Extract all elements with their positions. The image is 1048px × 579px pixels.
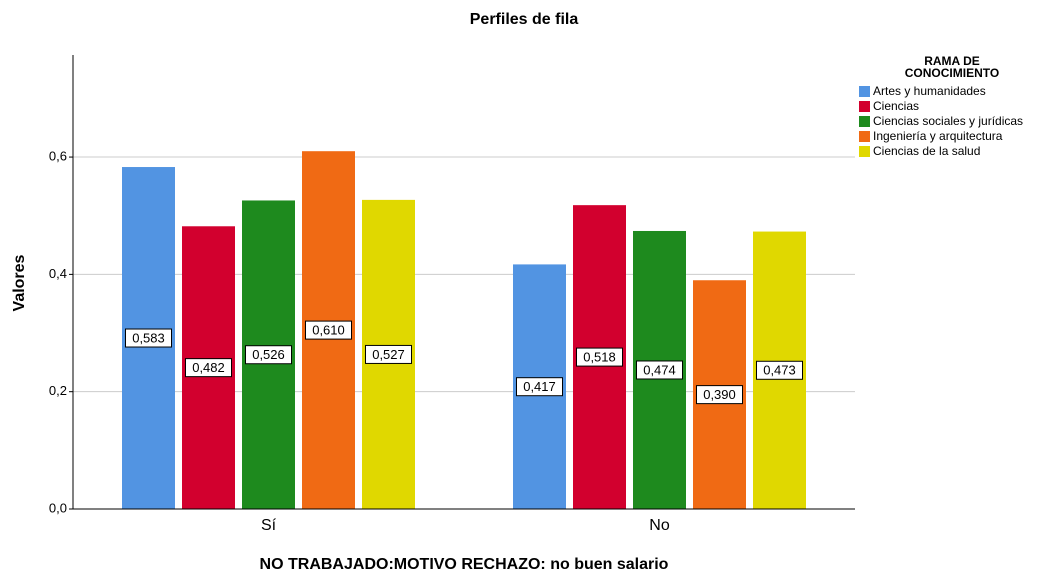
value-label-box [756,360,803,380]
value-label-box [185,358,232,378]
value-label: 0,473 [763,363,796,378]
value-label-box [305,320,352,340]
value-label: 0,518 [583,350,616,365]
legend-swatch [859,86,870,97]
legend-label: Ingeniería y arquitectura [873,129,1003,143]
x-tick-label: Sí [261,517,277,534]
legend-swatch [859,116,870,127]
value-label-box [125,328,172,348]
value-label-box [365,344,412,364]
legend-title: RAMA DE [924,54,980,68]
x-tick-label: No [649,517,670,534]
value-label-box [696,385,743,405]
y-axis-title: Valores [11,254,28,311]
y-tick-label: 0,0 [49,500,67,515]
value-label-box [576,347,623,367]
legend-swatch [859,101,870,112]
value-label-box [636,360,683,380]
value-label: 0,390 [703,387,736,402]
value-label: 0,610 [312,323,345,338]
legend-swatch [859,146,870,157]
legend-label: Artes y humanidades [873,84,986,98]
value-label: 0,527 [372,347,405,362]
y-tick-label: 0,6 [49,148,67,163]
legend-swatch [859,131,870,142]
value-label: 0,526 [252,347,285,362]
legend-label: Ciencias sociales y jurídicas [873,114,1023,128]
y-tick-label: 0,4 [49,266,67,281]
legend-label: Ciencias [873,99,919,113]
value-label: 0,474 [643,362,676,377]
value-label-box [245,345,292,365]
value-label-box [516,377,563,397]
value-label: 0,583 [132,330,165,345]
value-label: 0,482 [192,360,225,375]
x-axis-title: NO TRABAJADO:MOTIVO RECHAZO: no buen sal… [260,556,669,573]
chart-title: Perfiles de fila [470,11,579,28]
y-tick-label: 0,2 [49,383,67,398]
legend-title: CONOCIMIENTO [905,66,999,80]
legend-label: Ciencias de la salud [873,144,980,158]
value-label: 0,417 [523,379,556,394]
